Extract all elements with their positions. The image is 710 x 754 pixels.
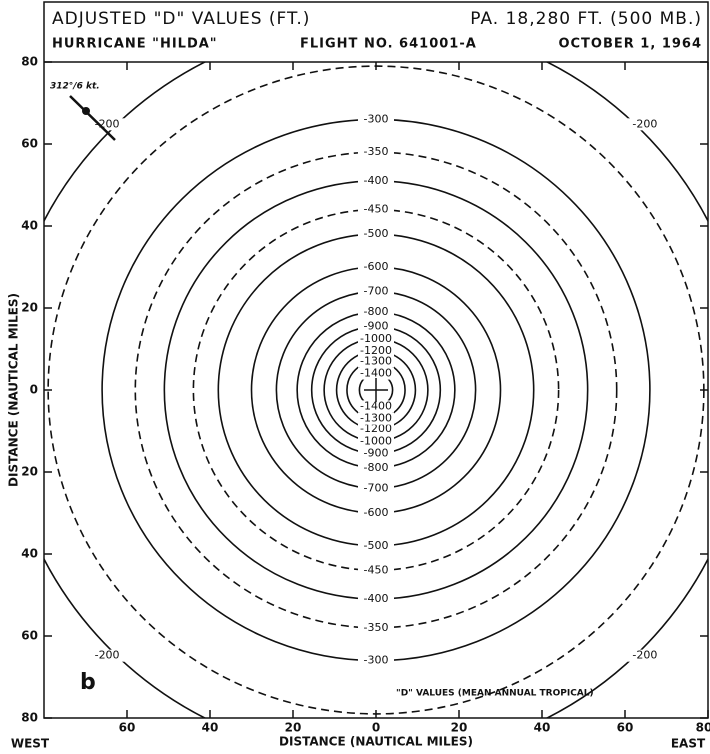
contour-label-bg [358,539,394,552]
storm-motion-arrow [69,95,116,141]
contour-label-bg [358,306,394,319]
contour-label-bg [358,621,394,634]
west-label: WEST [11,737,50,751]
contour-label-bg [358,412,394,425]
contour-label: -900 [364,319,389,332]
contour-label: -600 [364,260,389,273]
contour-label-bg [358,507,394,519]
contour-label-bg [89,118,126,131]
contour-label-bg [358,482,394,495]
contour-line [44,62,708,718]
contour-label-bg [358,261,394,273]
contour-label: -700 [364,285,389,298]
contour-label: -500 [364,227,389,240]
y-tick-label: 60 [21,137,38,151]
contour-label-bg [626,118,663,131]
contour-label: -1200 [360,422,392,435]
x-tick-label: 80 [696,721,710,735]
x-tick-label: 20 [451,721,468,735]
x-tick-label: 20 [285,721,302,735]
contour-label-bg [358,174,394,187]
note: "D" VALUES (MEAN ANNUAL TROPICAL) [396,689,594,699]
contour-label-bg [358,593,394,606]
contour-label: -200 [95,649,120,662]
y-tick-label: 80 [21,711,38,725]
x-tick-label: 60 [119,721,136,735]
contour-label: -1300 [360,412,392,425]
contour-label: -1200 [360,344,392,357]
contour-label-bg [358,435,394,448]
contour-label-bg [358,146,394,159]
contour-label: -350 [364,145,389,158]
contour-label-bg [358,447,394,460]
contour-label-bg [358,461,394,474]
contour-label: -300 [364,112,389,125]
contour-label-bg [358,285,394,298]
contour-label-bg [358,422,394,435]
wind: 312°/6 kt. [50,82,100,92]
contour-label-bg [626,649,663,662]
contour-label: -800 [364,461,389,474]
contour-line [134,151,618,629]
contour-label: -450 [364,203,389,216]
contour-label: -200 [632,117,657,130]
y-tick-label: 60 [21,629,38,643]
contour-label: -1300 [360,354,392,367]
contour-label-bg [358,320,394,333]
contour-label: -200 [632,649,657,662]
y-tick-label: 20 [21,301,38,315]
contour-label: -900 [364,447,389,460]
contour-label-bg [358,355,394,368]
y-tick-label: 40 [21,547,38,561]
contour-label: -600 [364,506,389,519]
x-tick-label: 40 [202,721,219,735]
pressure-altitude: PA. 18,280 FT. (500 MB.) [470,9,702,29]
x-tick-label: 60 [617,721,634,735]
contour-label: -700 [364,481,389,494]
contour-label-bg [358,564,394,577]
y-tick-label: 80 [21,55,38,69]
storm-motion-marker [82,107,90,115]
east-label: EAST [671,737,706,751]
contour-label-bg [358,203,394,216]
contour-label: -800 [364,305,389,318]
contour-label-bg [358,332,394,345]
y-tick-label: 0 [30,383,38,397]
contour-label: -400 [364,174,389,187]
contour-label: -1000 [360,332,392,345]
y-tick-label: 20 [21,465,38,479]
storm-name: HURRICANE "HILDA" [52,37,218,52]
panel-letter: b [80,670,96,695]
contour-label: -450 [364,563,389,576]
contour-label: -1400 [360,367,392,380]
contour-label: -350 [364,621,389,634]
contour-label-bg [89,649,126,662]
contour-label-bg [358,113,394,126]
y-tick-label: 40 [21,219,38,233]
date: OCTOBER 1, 1964 [558,37,702,52]
plot-area: -200 -200-200 -200-300-300-350-350-400-400… [44,62,708,718]
contour-line [192,208,560,572]
contour-label: -300 [364,654,389,667]
contour-label: -400 [364,592,389,605]
x-axis-label: DISTANCE (NAUTICAL MILES) [279,735,473,749]
contour-label-bg [358,228,394,241]
contour-label-bg [358,400,394,413]
contour-label-bg [358,345,394,358]
contour-label: -1400 [360,399,392,412]
x-tick-label: 0 [372,721,380,735]
contour-label-bg [358,367,394,380]
contour-label: -1000 [360,434,392,447]
x-tick-label: 40 [534,721,551,735]
contour-label-bg [358,654,394,667]
chart-title: ADJUSTED "D" VALUES (FT.) [52,9,310,29]
contour-label: -500 [364,539,389,552]
flight-number: FLIGHT NO. 641001-A [300,37,477,52]
y-axis-label: DISTANCE (NAUTICAL MILES) [7,293,21,487]
